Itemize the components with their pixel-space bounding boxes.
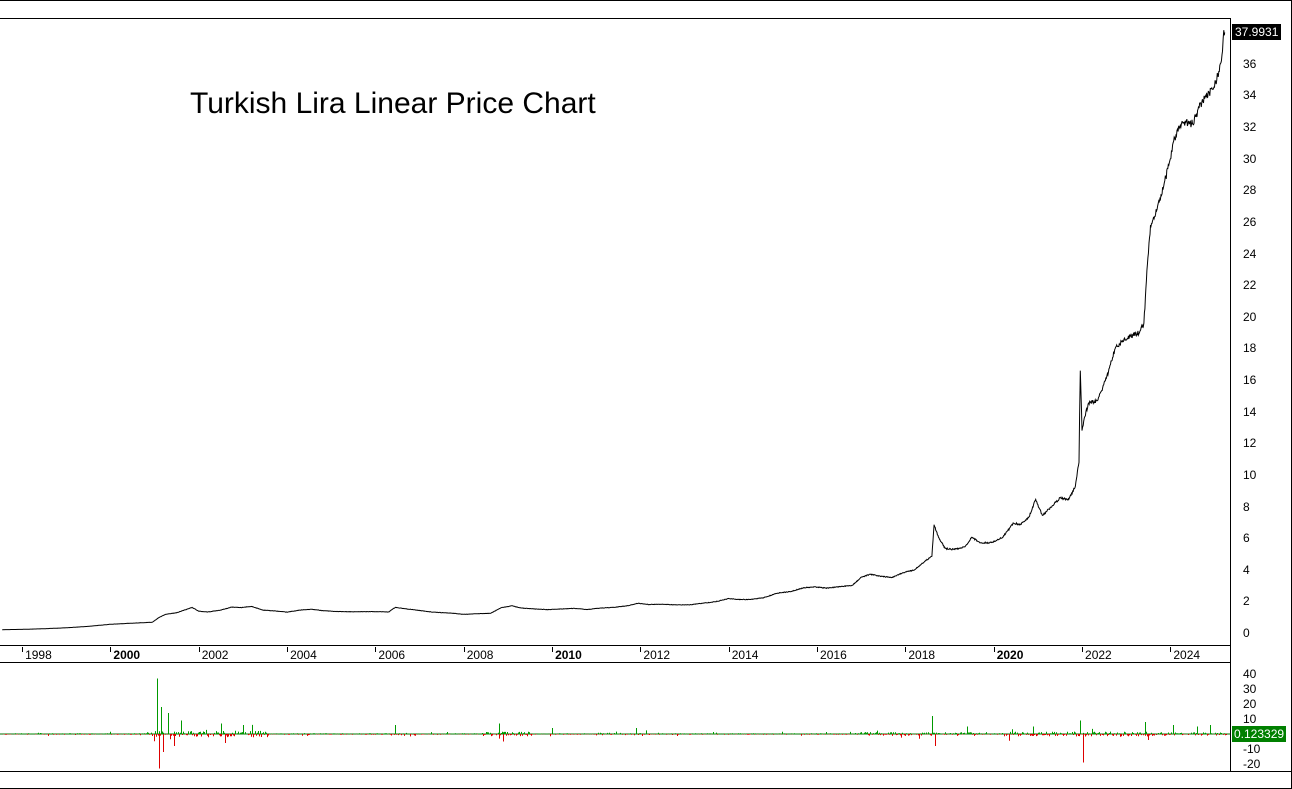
roc-bars-positive (4, 678, 1225, 734)
price-line-svg (2, 30, 1226, 631)
price-axis-label: 24 (1243, 246, 1257, 261)
x-axis-tick (640, 647, 642, 652)
price-axis-label: 18 (1243, 341, 1257, 356)
x-axis-tick (463, 647, 465, 652)
chart-title-bar: USDTRY - Daily 26/03/2025 Open 37.9446, … (0, 1, 1291, 31)
roc-value-tag: 0.123329 (1232, 725, 1287, 742)
x-axis-label: 2004 (290, 648, 317, 662)
x-axis-label: 2010 (555, 648, 582, 662)
price-axis-label: 2 (1243, 594, 1250, 609)
x-axis-tick (993, 647, 995, 652)
x-axis-tick (287, 647, 289, 652)
price-axis-label: 6 (1243, 531, 1250, 546)
price-axis-label: 22 (1243, 278, 1257, 293)
chart-watermark-title: Turkish Lira Linear Price Chart (190, 87, 596, 120)
price-line-series (2, 30, 1226, 631)
price-axis-label: 28 (1243, 183, 1257, 198)
x-axis-label: 2012 (643, 648, 671, 662)
roc-axis-label: 10 (1243, 712, 1257, 726)
roc-axis-label: -20 (1243, 757, 1261, 771)
price-axis-label: 20 (1243, 309, 1257, 324)
status-bar: Created with AmiBroker - advanced charti… (0, 771, 1291, 788)
price-axis-label: 32 (1243, 120, 1257, 135)
price-axis-label: 10 (1243, 467, 1257, 482)
x-axis-tick (22, 647, 24, 652)
price-y-axis: 37.9931 0.123329 36 34 32 30 28 26 24 22 20 18 16 1… (1231, 1, 1291, 771)
x-axis-tick (198, 647, 200, 652)
roc-axis-label: 40 (1243, 667, 1257, 681)
price-axis-label: 36 (1243, 56, 1257, 71)
x-axis-label: 2014 (731, 648, 759, 662)
price-chart-plot[interactable]: Turkish Lira Linear Price Chart (0, 19, 1230, 646)
price-axis-label: 8 (1243, 499, 1250, 514)
x-axis-tick (817, 647, 819, 652)
roc-histogram-svg (0, 678, 1230, 769)
roc-bars-negative (3, 734, 1227, 769)
price-axis-label: 30 (1243, 151, 1257, 166)
x-axis-label: 2022 (1085, 648, 1112, 662)
x-axis-label: 2000 (113, 648, 141, 662)
price-axis-label: 26 (1243, 214, 1257, 229)
x-axis-label: 2008 (466, 648, 494, 662)
x-axis-label: 2020 (996, 648, 1024, 662)
x-axis-tick (552, 647, 554, 652)
roc-axis-label: 30 (1243, 682, 1257, 696)
price-axis-label: 16 (1243, 373, 1257, 388)
x-axis-label: 2016 (820, 648, 847, 662)
x-axis-tick (375, 647, 377, 652)
x-axis-tick (110, 647, 112, 652)
roc-histogram-plot[interactable] (0, 678, 1230, 771)
x-axis-label: 2006 (378, 648, 406, 662)
y-axis-line (1230, 19, 1231, 771)
x-axis-tick (728, 647, 730, 652)
x-axis: 1998 2000 2002 2004 2006 2008 2010 2012 2014 2016… (0, 647, 1230, 662)
roc-axis-label: 20 (1243, 697, 1257, 711)
x-axis-label: 2024 (1173, 648, 1201, 662)
price-axis-label: 14 (1243, 404, 1257, 419)
x-axis-label: 2018 (908, 648, 936, 662)
price-axis-label: 0 (1243, 626, 1250, 640)
x-axis-label: 1998 (25, 648, 52, 662)
last-price-tag: 37.9931 (1232, 24, 1282, 41)
roc-panel-title: USDTRY - ROC Histogram = 0.12 (0, 662, 1291, 692)
x-axis-tick (1082, 647, 1084, 652)
x-axis-tick (1170, 647, 1172, 652)
x-axis-tick (905, 647, 907, 652)
price-axis-label: 4 (1243, 562, 1250, 577)
price-axis-label: 12 (1243, 436, 1257, 451)
roc-axis-label: -10 (1243, 742, 1261, 756)
price-axis-label: 34 (1243, 88, 1257, 103)
x-axis-label: 2002 (201, 648, 229, 662)
